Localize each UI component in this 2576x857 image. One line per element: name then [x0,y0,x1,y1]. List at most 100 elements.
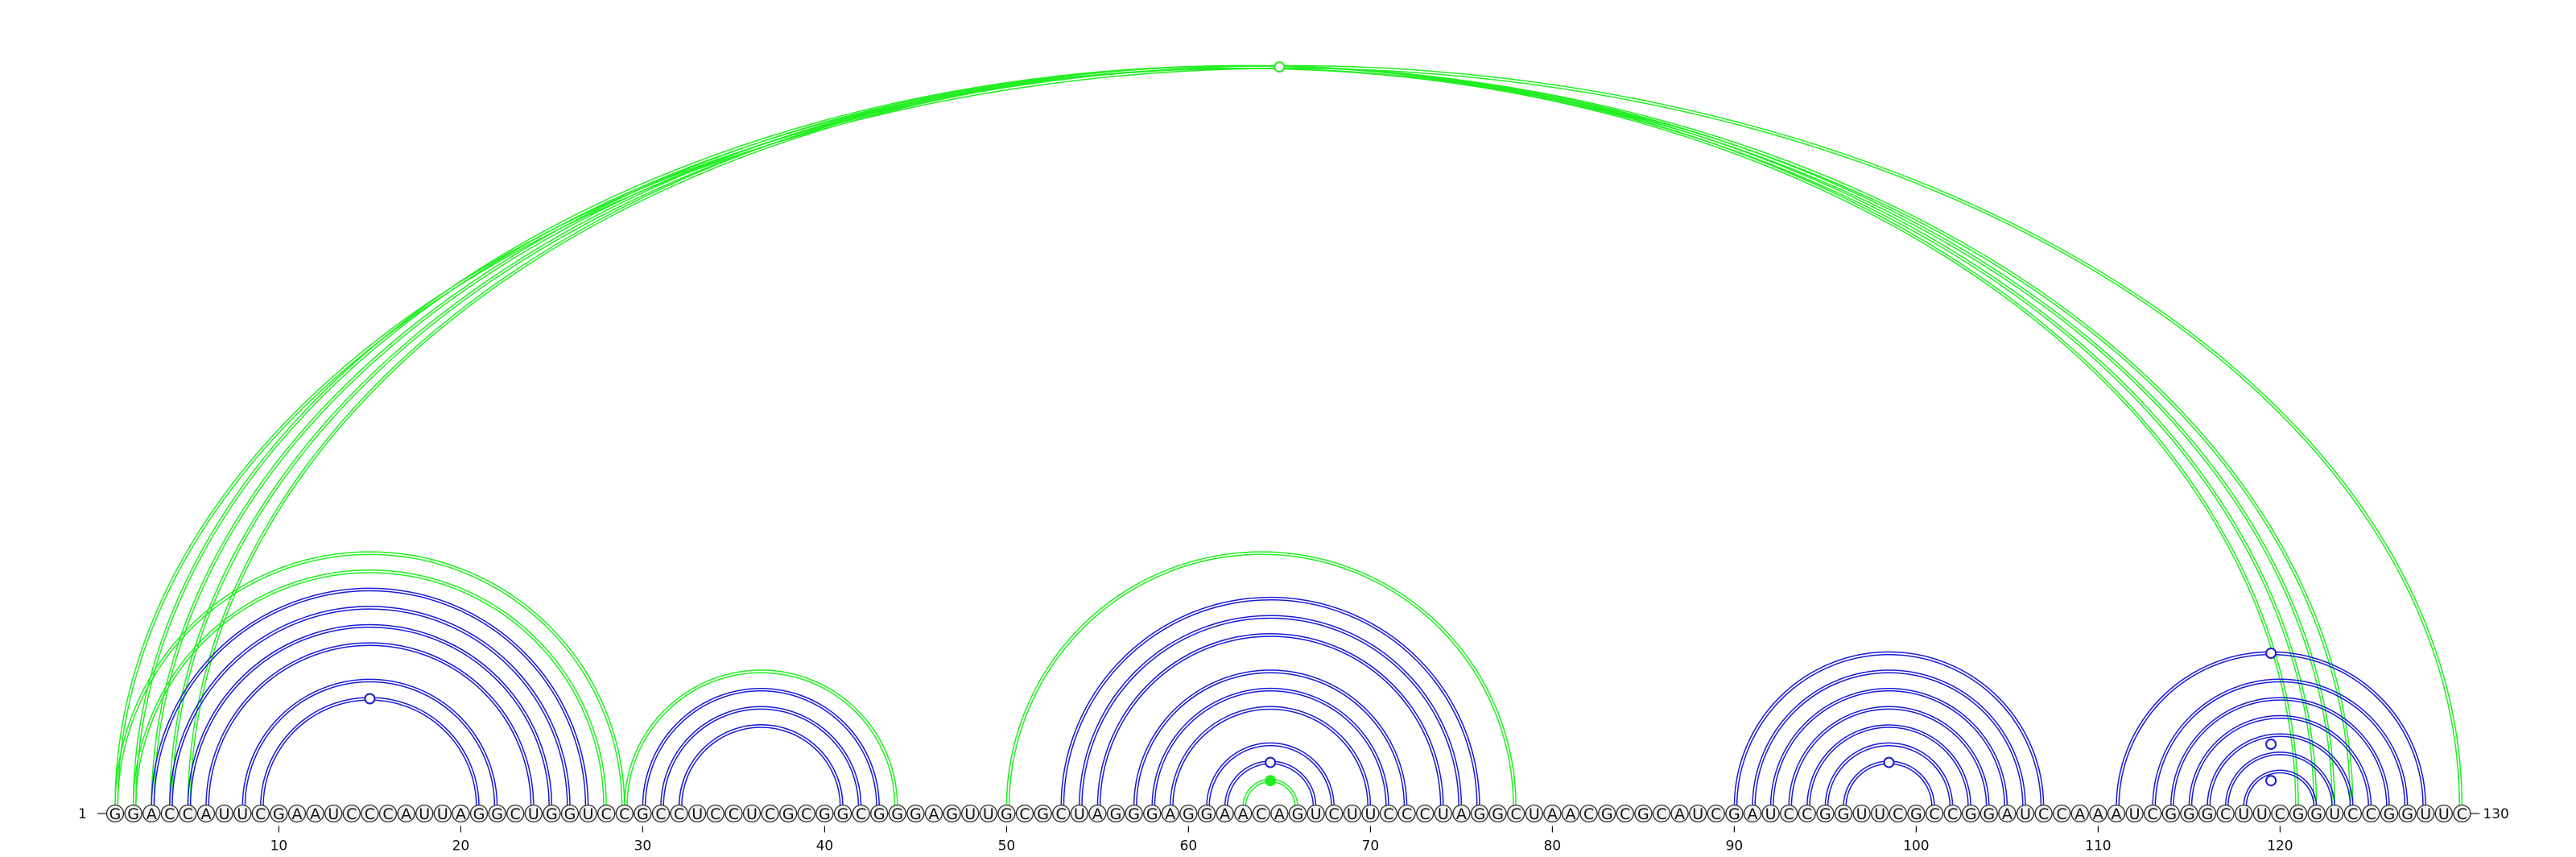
nucleotide: C [2271,804,2289,823]
svg-text:120: 120 [2267,838,2293,855]
nucleotide: G [888,804,906,823]
base-pair-arc [678,724,844,807]
svg-text:A: A [1674,805,1685,823]
base-pair-arc [242,678,498,807]
nucleotide: U [1871,804,1889,823]
svg-text:C: C [1256,805,1266,823]
nucleotide: C [1707,804,1725,823]
svg-text:C: C [1383,805,1393,823]
nucleotide: C [2034,804,2053,823]
svg-text:U: U [2256,805,2268,823]
svg-text:80: 80 [1544,838,1562,855]
nucleotide: G [2307,804,2326,823]
nucleotide: U [524,804,543,823]
svg-text:C: C [1056,805,1067,823]
svg-text:G: G [819,805,831,823]
loop-marker [1274,61,1286,73]
nucleotide: G [1634,804,1653,823]
base-pair-arc [2170,697,2390,807]
nucleotide: A [1270,804,1289,823]
svg-text:U: U [1765,805,1777,823]
nucleotide: A [1998,804,2017,823]
nucleotide: A [2089,804,2107,823]
svg-text:20: 20 [452,838,470,855]
nucleotide: G [1143,804,1162,823]
svg-text:A: A [1165,805,1175,823]
nucleotide: G [1725,804,1744,823]
base-pair-arc [660,706,862,807]
svg-text:U: U [583,805,594,823]
nucleotide: G [2398,804,2417,823]
svg-text:G: G [2183,805,2195,823]
svg-text:C: C [510,805,521,823]
nucleotide: A [397,804,415,823]
position-tick: 100 [1903,826,1930,855]
nucleotide: U [1434,804,1452,823]
svg-text:90: 90 [1726,838,1744,855]
base-pair-arc [1170,706,1372,807]
svg-text:U: U [1856,805,1868,823]
svg-text:A: A [929,805,939,823]
svg-text:C: C [183,805,193,823]
svg-text:C: C [1402,805,1412,823]
nucleotide: U [415,804,434,823]
svg-text:G: G [491,805,503,823]
svg-text:C: C [1329,805,1340,823]
nucleotide: A [2070,804,2089,823]
nucleotide: C [1579,804,1598,823]
nucleotide: G [1598,804,1616,823]
svg-text:G: G [1965,805,1977,823]
nucleotide: U [688,804,707,823]
nucleotide: G [634,804,652,823]
svg-text:A: A [1547,805,1558,823]
svg-text:70: 70 [1362,838,1380,855]
svg-text:G: G [564,805,576,823]
nucleotide: U [961,804,980,823]
svg-text:G: G [873,805,886,823]
svg-text:A: A [1220,805,1230,823]
svg-text:G: G [910,805,922,823]
base-pair-arc [132,569,607,807]
svg-text:U: U [437,805,448,823]
nucleotide: A [1234,804,1253,823]
loop-markers [364,61,2277,787]
nucleotide: A [2107,804,2126,823]
nucleotide: U [215,804,233,823]
base-pair-arc [2224,751,2335,807]
nucleotide: C [2144,804,2162,823]
base-pair-arc [1824,742,1954,807]
nucleotide: C [1252,804,1270,823]
loop-marker [2265,775,2277,787]
svg-text:G: G [1001,805,1013,823]
svg-text:C: C [1784,805,1794,823]
nucleotide: G [943,804,961,823]
base-pair-arc [1206,742,1335,807]
nucleotide: C [2053,804,2071,823]
nucleotide: G [488,804,506,823]
svg-text:G: G [782,805,795,823]
nucleotide: A [196,804,216,823]
base-pair-arc [260,697,480,807]
base-pair-arc [169,606,571,807]
svg-text:A: A [401,805,411,823]
nucleotide: U [579,804,597,823]
base-pair-arc [2188,714,2372,807]
position-tick: 50 [998,826,1015,855]
svg-text:G: G [1492,805,1504,823]
svg-text:C: C [1019,805,1030,823]
svg-text:A: A [1092,805,1103,823]
nucleotide: C [1397,804,1416,823]
nucleotide: C [1652,804,1671,823]
nucleotide: C [361,804,379,823]
svg-text:U: U [1438,805,1449,823]
nucleotide: G [1125,804,1143,823]
svg-text:A: A [1566,805,1576,823]
svg-text:C: C [255,805,266,823]
nucleotide: C [2453,804,2471,823]
position-tick: 60 [1180,826,1197,855]
base-pair-arc [2243,769,2318,807]
svg-text:G: G [1728,805,1740,823]
svg-text:U: U [328,805,339,823]
svg-text:A: A [2093,805,2103,823]
nucleotide: C [797,804,815,823]
